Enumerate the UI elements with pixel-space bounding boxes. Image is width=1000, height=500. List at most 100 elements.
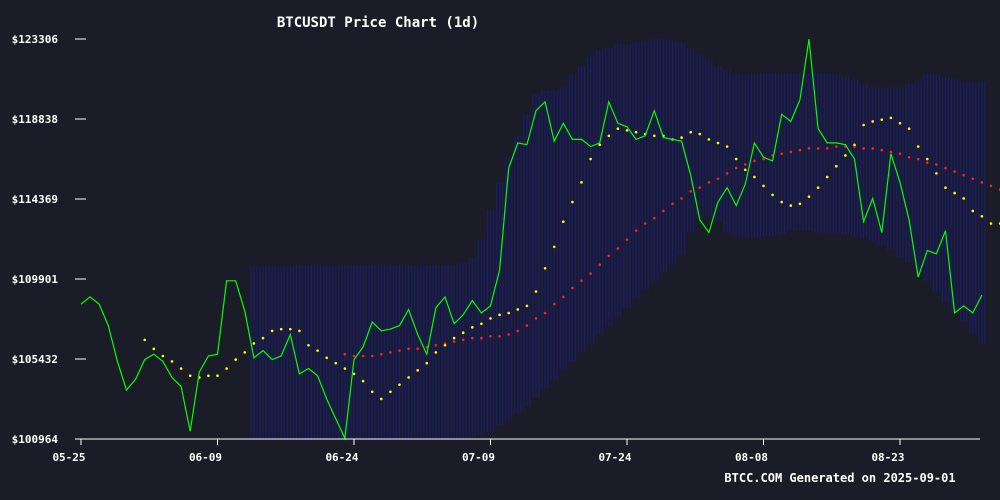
ma-point — [425, 345, 429, 349]
sar-point — [907, 127, 911, 130]
sar-point — [471, 326, 474, 329]
y-tick-label: $109901 — [12, 273, 59, 286]
sar-point — [616, 127, 620, 130]
sar-point — [207, 374, 210, 377]
sar-point — [416, 369, 420, 372]
sar-point — [807, 195, 811, 198]
sar-point — [744, 168, 747, 172]
sar-point — [989, 222, 993, 225]
sar-point — [389, 390, 392, 394]
ma-point — [989, 184, 993, 188]
ma-point — [607, 254, 611, 258]
sar-point — [316, 349, 319, 352]
sar-point — [880, 118, 884, 121]
sar-point — [753, 175, 756, 179]
ma-point — [734, 166, 738, 170]
ma-point — [562, 295, 565, 299]
sar-point — [261, 336, 265, 340]
sar-point — [680, 136, 683, 139]
ma-point — [816, 147, 820, 150]
ma-point — [598, 263, 601, 266]
ma-point — [853, 145, 856, 148]
ma-point — [634, 229, 638, 232]
sar-point — [816, 186, 820, 190]
sar-point — [534, 290, 538, 293]
sar-point — [980, 215, 984, 218]
ma-point — [489, 335, 492, 338]
sar-point — [398, 383, 401, 386]
ma-point — [516, 329, 520, 333]
ma-point — [662, 209, 665, 213]
sar-point — [953, 191, 956, 195]
sar-point — [407, 376, 410, 379]
sar-point — [562, 220, 565, 224]
ma-point — [480, 336, 483, 340]
sar-point — [571, 200, 574, 204]
ma-point — [589, 272, 592, 275]
sar-point — [480, 322, 483, 326]
ma-point — [580, 279, 583, 283]
sar-point — [188, 374, 192, 377]
ma-point — [671, 202, 674, 206]
y-tick-label: $118838 — [12, 113, 58, 126]
sar-point — [452, 336, 456, 340]
sar-point — [270, 329, 274, 333]
sar-point — [780, 200, 783, 204]
price-layer — [80, 39, 983, 441]
sar-point — [170, 360, 174, 363]
ma-point — [398, 349, 401, 352]
ma-point — [980, 181, 984, 184]
sar-point — [161, 354, 165, 358]
sar-point — [634, 130, 638, 134]
sar-point — [143, 338, 146, 342]
chart-title: BTCUSDT Price Chart (1d) — [277, 15, 479, 31]
sar-point — [935, 172, 938, 175]
ma-point — [825, 147, 829, 150]
sar-point — [425, 361, 429, 365]
sar-point — [225, 367, 228, 370]
ma-point — [680, 197, 683, 200]
x-tick-label: 07-09 — [462, 451, 495, 464]
sar-point — [835, 164, 838, 168]
sar-point — [380, 397, 383, 401]
ma-point — [789, 150, 793, 154]
sar-point — [252, 342, 256, 345]
ma-point — [407, 347, 410, 351]
ma-point — [616, 247, 620, 250]
sar-point — [298, 329, 301, 333]
sar-point — [179, 367, 183, 370]
sar-point — [853, 143, 856, 147]
ma-point — [798, 148, 802, 152]
y-tick-label: $100964 — [12, 433, 59, 446]
sar-point — [625, 129, 629, 132]
ma-point — [744, 163, 747, 166]
sar-point — [916, 145, 920, 148]
sar-point — [307, 343, 310, 347]
sar-point — [926, 157, 929, 161]
ma-point — [452, 340, 456, 343]
sar-point — [361, 379, 365, 383]
ma-point — [971, 177, 975, 181]
sar-point — [598, 143, 601, 147]
sar-point — [289, 327, 292, 331]
sar-point — [443, 343, 447, 347]
ma-point — [898, 152, 902, 155]
axis-layer: $100964 $105432 $109901 $114369 $118838 $1233… — [12, 33, 980, 464]
chart-footer: BTCC.COM Generated on 2025-09-01 — [724, 471, 955, 485]
x-tick-label: 05-25 — [52, 451, 85, 464]
sar-point — [607, 134, 611, 138]
sar-point — [653, 134, 656, 138]
sar-point — [580, 181, 583, 184]
sar-point — [343, 367, 347, 370]
ma-point — [471, 336, 474, 340]
ma-point — [653, 216, 656, 220]
ma-point — [707, 181, 711, 184]
x-tick-label: 08-08 — [735, 451, 768, 464]
ma-point — [926, 161, 929, 164]
ma-point — [571, 286, 574, 290]
ma-point — [443, 342, 447, 345]
sar-point — [707, 138, 711, 141]
x-tick-label: 06-09 — [189, 451, 222, 464]
ma-point — [862, 147, 865, 150]
